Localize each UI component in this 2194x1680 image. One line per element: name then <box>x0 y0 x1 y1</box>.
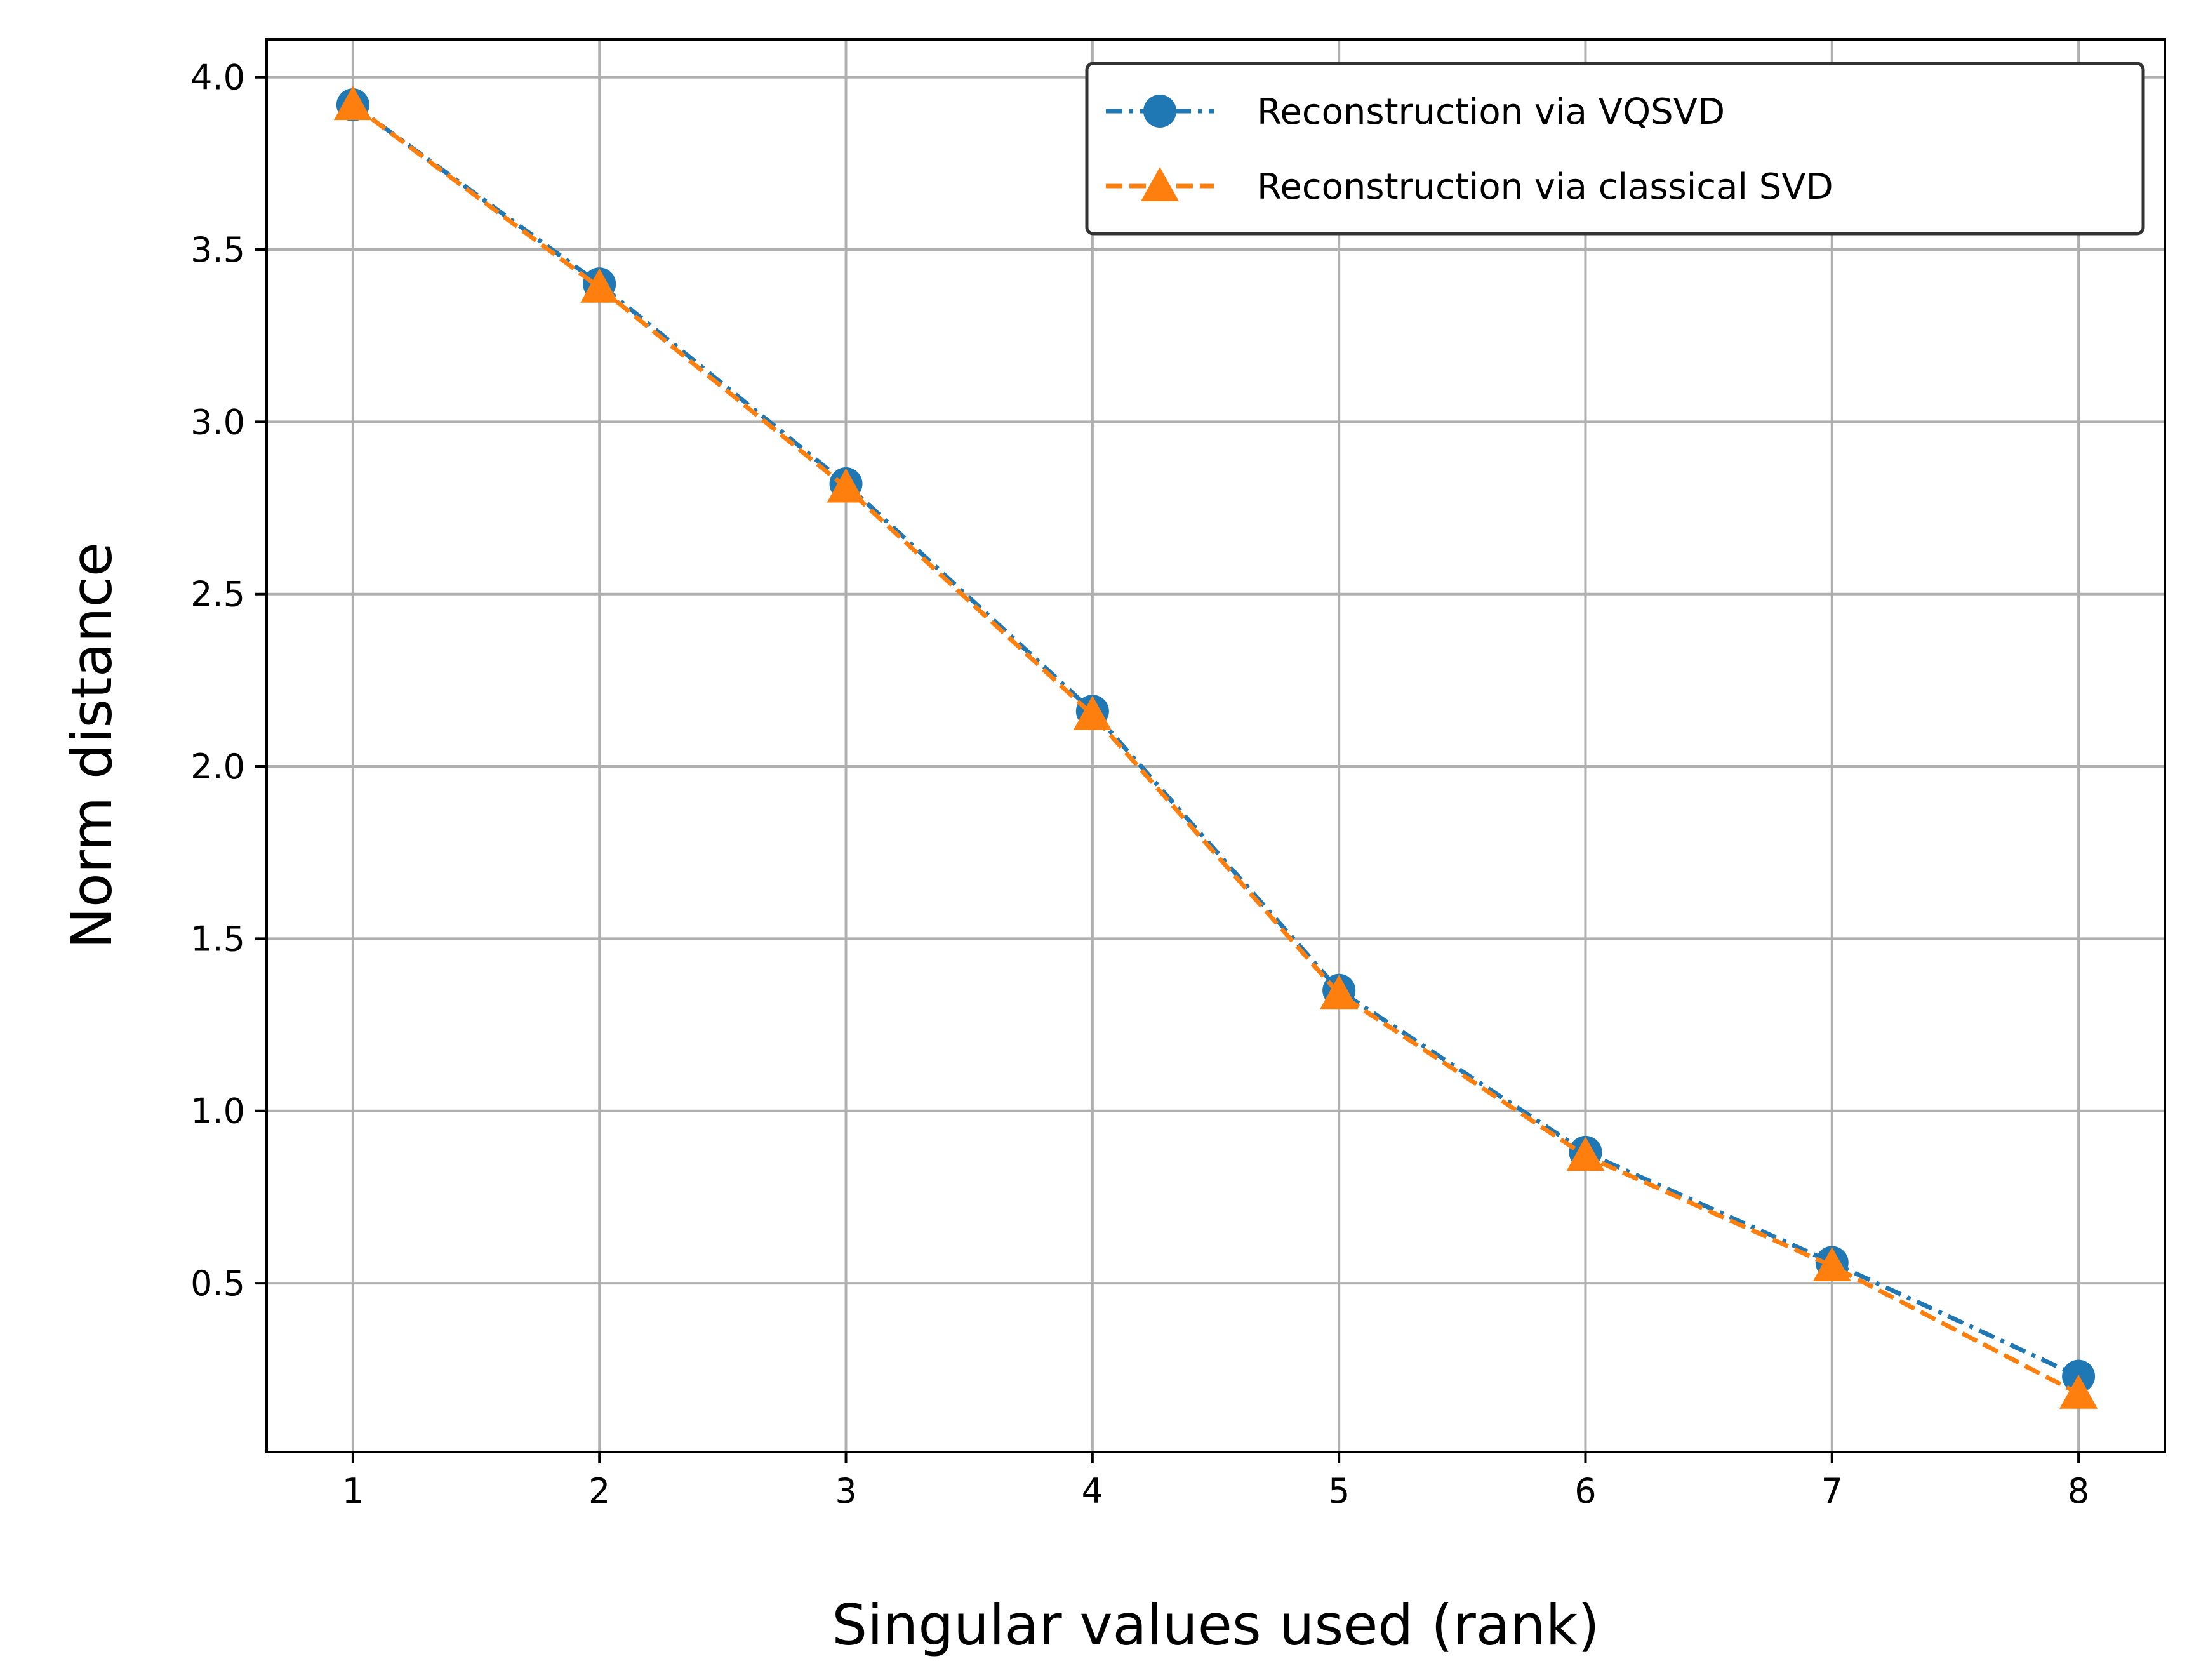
series-group <box>333 86 2098 1409</box>
legend-marker <box>1143 95 1176 128</box>
legend-box <box>1085 62 2145 236</box>
x-tick-label: 2 <box>588 1471 610 1511</box>
axis-ticks: 1 2 3 4 5 6 7 8 0.5 1.0 1.5 2.0 2.5 3.0 3.5 4.0 <box>190 58 2089 1511</box>
legend-swatch-vqsvd-marker <box>1143 95 1176 128</box>
data-point-classical-svd <box>827 468 865 503</box>
plot-area-frame <box>265 38 2166 1453</box>
legend: Reconstruction via VQSVD Reconstruction … <box>1085 62 2145 236</box>
y-tick-label: 4.0 <box>190 58 245 98</box>
y-tick-label: 1.0 <box>190 1091 245 1131</box>
x-tick-label: 1 <box>342 1471 364 1511</box>
legend-label-classical-svd: Reconstruction via classical SVD <box>1257 166 1833 208</box>
legend-marker <box>1141 167 1179 201</box>
legend-item-vqsvd: Reconstruction via VQSVD <box>1106 91 1725 133</box>
y-tick-label: 0.5 <box>190 1263 245 1303</box>
x-tick-label: 4 <box>1082 1471 1103 1511</box>
y-axis-title: Norm distance <box>59 542 124 949</box>
x-axis-title: Singular values used (rank) <box>832 1592 1600 1658</box>
data-point-classical-svd <box>1320 975 1359 1010</box>
y-tick-label: 2.5 <box>190 575 245 615</box>
data-point-classical-svd <box>1073 695 1112 730</box>
series-line-vqsvd <box>351 103 2080 1378</box>
y-tick-label: 3.5 <box>190 230 245 270</box>
y-tick-label: 2.0 <box>190 747 245 787</box>
x-tick-label: 8 <box>2068 1471 2089 1511</box>
x-tick-label: 6 <box>1574 1471 1596 1511</box>
x-tick-label: 7 <box>1821 1471 1843 1511</box>
data-point-classical-svd <box>2059 1374 2098 1409</box>
data-point-classical-svd <box>1812 1246 1851 1281</box>
legend-swatch-classical-svd-marker <box>1141 167 1179 201</box>
y-tick-label: 3.0 <box>190 402 245 442</box>
x-tick-label: 3 <box>835 1471 856 1511</box>
legend-label-vqsvd: Reconstruction via VQSVD <box>1257 91 1725 133</box>
data-point-classical-svd <box>333 86 372 121</box>
x-tick-label: 5 <box>1328 1471 1350 1511</box>
series-classical-svd <box>333 86 2098 1409</box>
series-line-classical-svd <box>351 103 2080 1396</box>
data-point-classical-svd <box>580 268 619 303</box>
data-point-classical-svd <box>1566 1137 1605 1171</box>
y-tick-label: 1.5 <box>190 919 245 959</box>
legend-item-classical-svd: Reconstruction via classical SVD <box>1106 166 1833 208</box>
grid <box>267 39 2165 1452</box>
